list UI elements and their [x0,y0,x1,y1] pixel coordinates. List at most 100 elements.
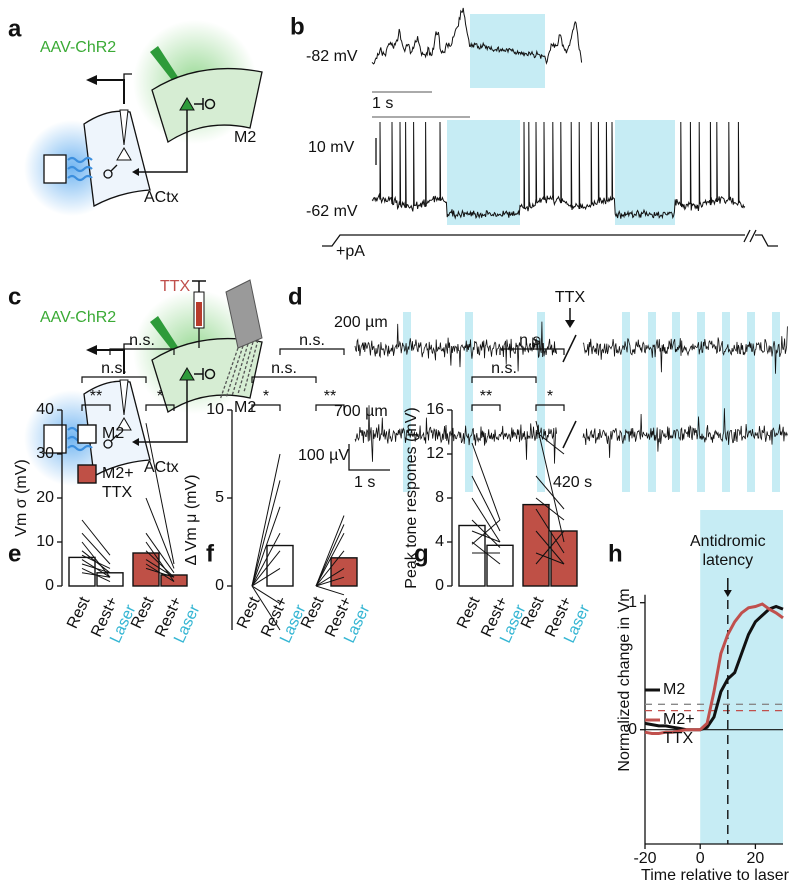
cell-line [81,519,111,556]
legend-label: M2+ TTX [102,465,134,501]
x-tick-label: 20 [747,850,765,867]
time-scale-label: 1 s [354,474,375,491]
cell-line [535,530,565,565]
cell-line [315,567,345,587]
cell-line [471,497,501,543]
current-label: +pA [336,243,365,260]
significance-label: n.s. [299,332,325,349]
laser-stripe [747,312,755,492]
x-tick-label: 0 [696,850,705,867]
area-label: M2 [234,129,256,146]
current-step [322,229,778,247]
cell-line [251,585,281,631]
panel-label: e [8,540,21,567]
cell-line [471,530,501,543]
cell-line [145,532,175,574]
legend-label: M2+ TTX [663,711,695,747]
laser-stripe [537,312,545,492]
y-tick-label: 30 [36,445,54,462]
cell-line [81,554,111,569]
cell-line [81,563,111,574]
potential-label: -62 mV [306,203,358,220]
significance-bracket [109,348,175,355]
cell-line [145,567,175,578]
significance-bracket [81,376,147,383]
voltage-traces [371,7,746,225]
y-tick-label: 0 [215,577,224,594]
cell-line [251,532,281,587]
voltage-scale-label: 10 mV [308,139,355,156]
significance-label: ** [480,388,492,405]
significance-label: n.s. [491,360,517,377]
significance-bracket [251,404,281,411]
y-tick-label: 8 [435,489,444,506]
y-axis-label: Δ Vm μ (mV) [183,474,200,565]
cell-line [145,497,175,569]
probe [219,279,263,401]
legend-label-box: M2 [663,681,685,698]
series-line [644,602,784,735]
legend-label-box: M2+ TTX [102,465,134,501]
cell-line [535,431,565,455]
panel-label: b [290,13,305,40]
cell-line [251,567,281,587]
gap-label: 420 s [553,474,592,491]
cell-line [145,559,175,578]
bar [330,557,358,587]
cell-line [251,480,281,587]
cell-line [471,475,501,532]
x-tick-label: Rest [128,594,158,632]
y-tick-label: 5 [215,489,224,506]
y-tick-label: 0 [45,577,54,594]
trace [582,408,788,458]
y-axis-label: Vm σ (mV) [13,459,30,536]
drug-label: TTX [160,278,191,295]
significance-bracket [251,376,317,383]
cell-line [251,506,281,587]
cell-line [145,541,175,582]
bar [68,556,96,587]
depth-label: 200 µm [334,314,388,331]
virus-label: AAV-ChR2 [40,39,116,56]
y-tick-label: 16 [426,401,444,418]
cell-line [315,524,345,587]
latency-label-box: Antidromic latency [690,533,766,569]
cell-line [315,515,345,587]
significance-bracket [471,376,537,383]
significance-label: n.s. [519,332,545,349]
arrow [565,320,575,328]
y-tick-label: 10 [206,401,224,418]
cell-line [535,475,565,510]
scale-bar [348,444,390,471]
bar [266,544,294,587]
cell-line [535,420,565,543]
y-tick-label: 10 [36,533,54,550]
cell-line [81,572,111,578]
cell-line [471,519,501,548]
significance-bracket [279,348,345,355]
x-tick-label: Rest [518,594,548,632]
laser-stripe [622,312,630,492]
cell-line [315,532,345,587]
y-tick-label: 4 [435,533,444,550]
bar [458,524,486,587]
cell-line [535,552,565,565]
cell-line [81,532,111,565]
y-axis-label: Normalized change in Vm [616,588,633,771]
panel-label: d [288,283,303,310]
legend-label-box: M2+ TTX [663,711,695,747]
cell-line [535,508,565,554]
significance-bracket [145,404,175,411]
area-label: ACtx [144,189,179,206]
y-tick-label: 0 [628,721,637,738]
cell-line [251,585,281,605]
syringe [192,280,206,348]
bar [522,503,550,587]
trace [354,405,557,464]
laser-stripe [772,312,780,492]
trace [354,321,557,372]
y-tick-label: 0 [435,577,444,594]
area-label: ACtx [144,459,179,476]
cell-line [315,550,345,587]
